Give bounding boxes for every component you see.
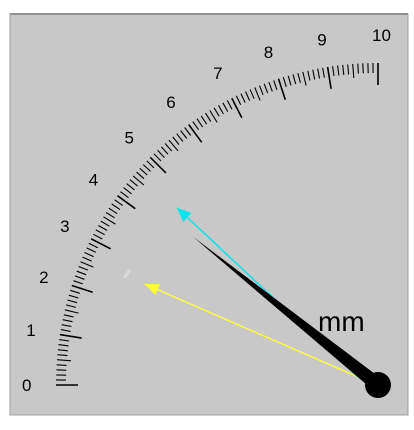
gauge-unit-label: mm [318,306,365,337]
gauge-scale-label: 10 [372,26,391,45]
gauge-scale-label: 5 [125,129,134,148]
gauge-scale-label: 8 [264,43,273,62]
gauge-needle-hub [365,372,391,398]
gauge-tick [363,63,364,73]
gauge-tick [56,370,66,371]
gauge-scale-label: 4 [89,170,98,189]
gauge-tick [358,64,359,74]
gauge-tick [57,365,67,366]
gauge-scale-label: 0 [22,376,31,395]
gauge-scale-label: 3 [60,217,69,236]
gauge-scale-label: 6 [166,93,175,112]
gauge-scale-label: 2 [39,268,48,287]
gauge-scale-label: 9 [317,30,326,49]
gauge-scale-label: 1 [26,321,35,340]
gauge-scale-label: 7 [213,64,222,83]
